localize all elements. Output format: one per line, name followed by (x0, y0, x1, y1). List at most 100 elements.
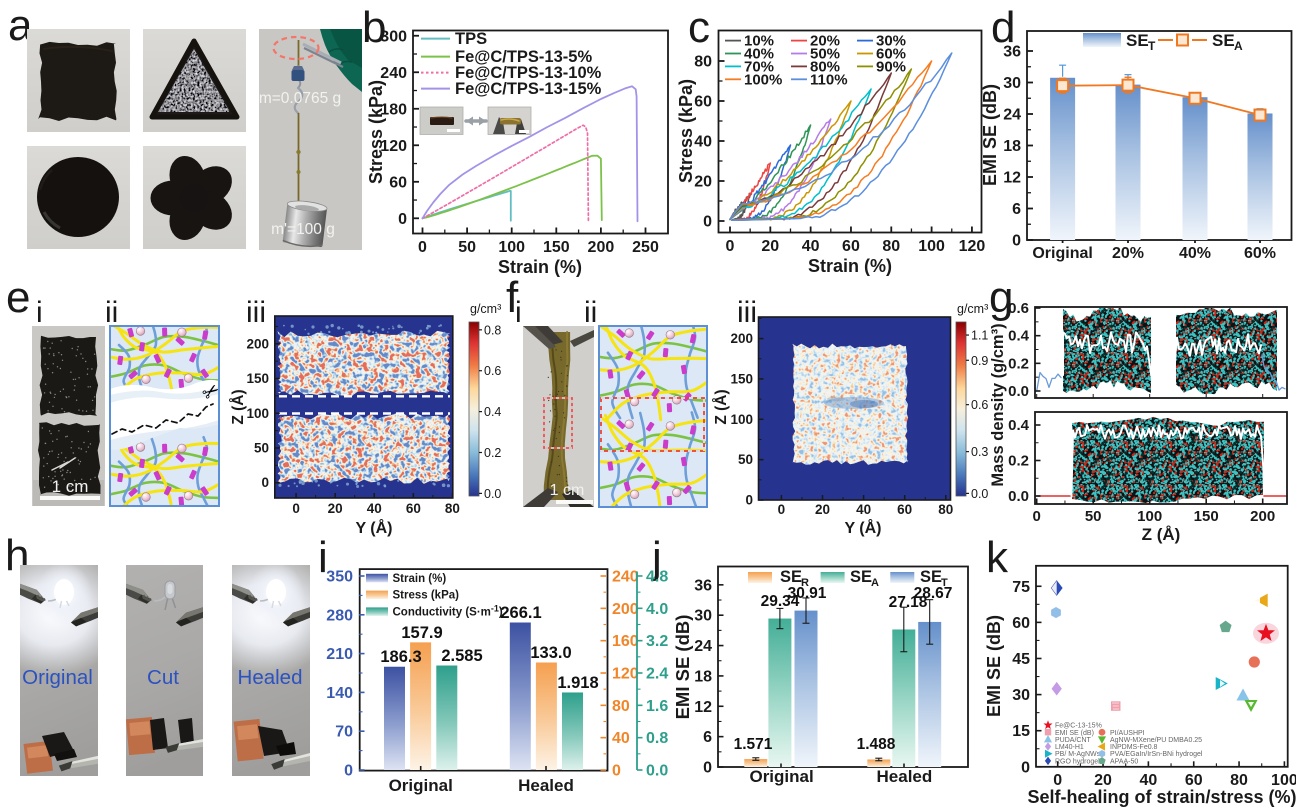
svg-text:f: f (506, 273, 519, 322)
svg-text:1 cm: 1 cm (550, 482, 585, 499)
svg-text:6: 6 (1012, 201, 1021, 218)
svg-text:Strain (%): Strain (%) (808, 256, 892, 276)
svg-text:PB/ M-AgNWs: PB/ M-AgNWs (1055, 751, 1101, 758)
svg-text:0: 0 (778, 502, 786, 517)
svg-text:27.18: 27.18 (889, 594, 928, 611)
svg-text:ii: ii (105, 296, 118, 329)
svg-text:k: k (986, 533, 1009, 582)
svg-text:18: 18 (694, 668, 712, 685)
svg-text:120: 120 (380, 138, 407, 155)
svg-text:4.8: 4.8 (646, 568, 668, 585)
svg-text:250: 250 (632, 239, 659, 256)
svg-text:120: 120 (612, 666, 639, 683)
svg-text:0: 0 (745, 493, 753, 508)
svg-text:30%: 30% (876, 33, 906, 50)
svg-text:Original: Original (749, 767, 813, 786)
svg-text:36: 36 (694, 577, 712, 594)
svg-text:180: 180 (380, 101, 407, 118)
svg-text:60: 60 (1012, 615, 1030, 632)
svg-text:i: i (36, 296, 43, 329)
svg-text:2.585: 2.585 (441, 647, 482, 665)
svg-text:0.6: 0.6 (971, 398, 988, 412)
svg-text:Z (Å): Z (Å) (1142, 525, 1181, 544)
svg-text:60: 60 (694, 94, 712, 111)
svg-text:c: c (688, 3, 710, 52)
svg-text:100: 100 (498, 239, 525, 256)
svg-text:SE: SE (920, 568, 942, 586)
svg-text:0: 0 (344, 763, 353, 780)
svg-text:30: 30 (1012, 687, 1030, 704)
svg-text:20%: 20% (810, 33, 840, 50)
svg-text:4.0: 4.0 (646, 601, 668, 618)
svg-text:100: 100 (246, 406, 269, 421)
svg-text:150: 150 (730, 371, 753, 386)
svg-text:80: 80 (882, 238, 900, 255)
svg-text:200: 200 (612, 601, 639, 618)
svg-text:80: 80 (612, 698, 630, 715)
svg-text:AgNW-MXene/PU DMBA0.25: AgNW-MXene/PU DMBA0.25 (1110, 737, 1202, 744)
svg-text:3.2: 3.2 (646, 633, 668, 650)
svg-text:0.0: 0.0 (646, 763, 668, 780)
svg-text:0.0: 0.0 (971, 487, 988, 501)
svg-text:TPS: TPS (455, 30, 487, 48)
svg-text:0.2: 0.2 (1008, 453, 1029, 470)
svg-text:i: i (515, 296, 522, 329)
svg-text:1.918: 1.918 (557, 674, 598, 692)
svg-text:110%: 110% (810, 71, 848, 88)
svg-text:0.4: 0.4 (1008, 328, 1030, 345)
svg-text:g/cm³: g/cm³ (957, 302, 988, 316)
svg-text:T: T (941, 577, 948, 589)
svg-text:0.4: 0.4 (484, 405, 501, 419)
svg-text:Healed: Healed (238, 666, 303, 689)
svg-text:280: 280 (326, 607, 353, 624)
svg-text:24: 24 (1003, 107, 1021, 124)
svg-text:40: 40 (802, 238, 820, 255)
svg-text:75: 75 (1012, 579, 1030, 596)
svg-text:100: 100 (730, 412, 753, 427)
svg-text:0: 0 (418, 239, 427, 256)
svg-text:b: b (362, 3, 386, 52)
svg-text:Stress (kPa): Stress (kPa) (676, 79, 696, 183)
svg-text:186.3: 186.3 (380, 648, 421, 666)
svg-text:0: 0 (1012, 233, 1021, 250)
svg-text:20: 20 (328, 501, 343, 516)
svg-text:g/cm³: g/cm³ (470, 302, 501, 316)
svg-text:Z (Å): Z (Å) (230, 389, 247, 424)
svg-text:Stress (kPa): Stress (kPa) (393, 590, 460, 602)
svg-text:28.67: 28.67 (914, 585, 953, 602)
svg-text:60: 60 (842, 238, 860, 255)
svg-text:50: 50 (254, 440, 269, 455)
svg-text:20%: 20% (1112, 245, 1144, 262)
svg-text:0.2: 0.2 (484, 446, 501, 460)
svg-text:200: 200 (588, 239, 615, 256)
svg-text:70%: 70% (744, 58, 774, 75)
svg-text:e: e (6, 273, 30, 322)
svg-text:120: 120 (959, 238, 986, 255)
svg-text:INPDMS-Fe0.8: INPDMS-Fe0.8 (1110, 744, 1158, 751)
svg-text:50: 50 (738, 452, 753, 467)
svg-text:40%: 40% (1179, 245, 1211, 262)
svg-text:PI/AUSHPI: PI/AUSHPI (1110, 730, 1145, 737)
svg-text:60: 60 (389, 174, 407, 191)
svg-text:A: A (871, 577, 879, 589)
svg-text:150: 150 (543, 239, 570, 256)
svg-text:ii: ii (584, 296, 597, 329)
svg-text:45: 45 (1012, 651, 1030, 668)
svg-text:60: 60 (897, 502, 912, 517)
svg-text:30: 30 (1003, 75, 1021, 92)
svg-text:i: i (318, 533, 328, 582)
svg-text:Healed: Healed (518, 776, 574, 795)
svg-text:0: 0 (261, 475, 269, 490)
svg-text:6: 6 (703, 729, 712, 746)
svg-text:1.571: 1.571 (734, 736, 773, 753)
svg-text:2.4: 2.4 (646, 665, 668, 682)
svg-text:Strain (%): Strain (%) (498, 257, 582, 277)
svg-text:90%: 90% (876, 58, 906, 75)
svg-text:0: 0 (1053, 772, 1062, 789)
svg-text:EMI SE (dB): EMI SE (dB) (984, 615, 1004, 717)
svg-text:1.6: 1.6 (646, 698, 668, 715)
svg-text:60%: 60% (876, 46, 906, 63)
svg-text:20: 20 (694, 174, 712, 191)
svg-text:200: 200 (1250, 508, 1275, 525)
svg-text:50: 50 (1085, 508, 1102, 525)
